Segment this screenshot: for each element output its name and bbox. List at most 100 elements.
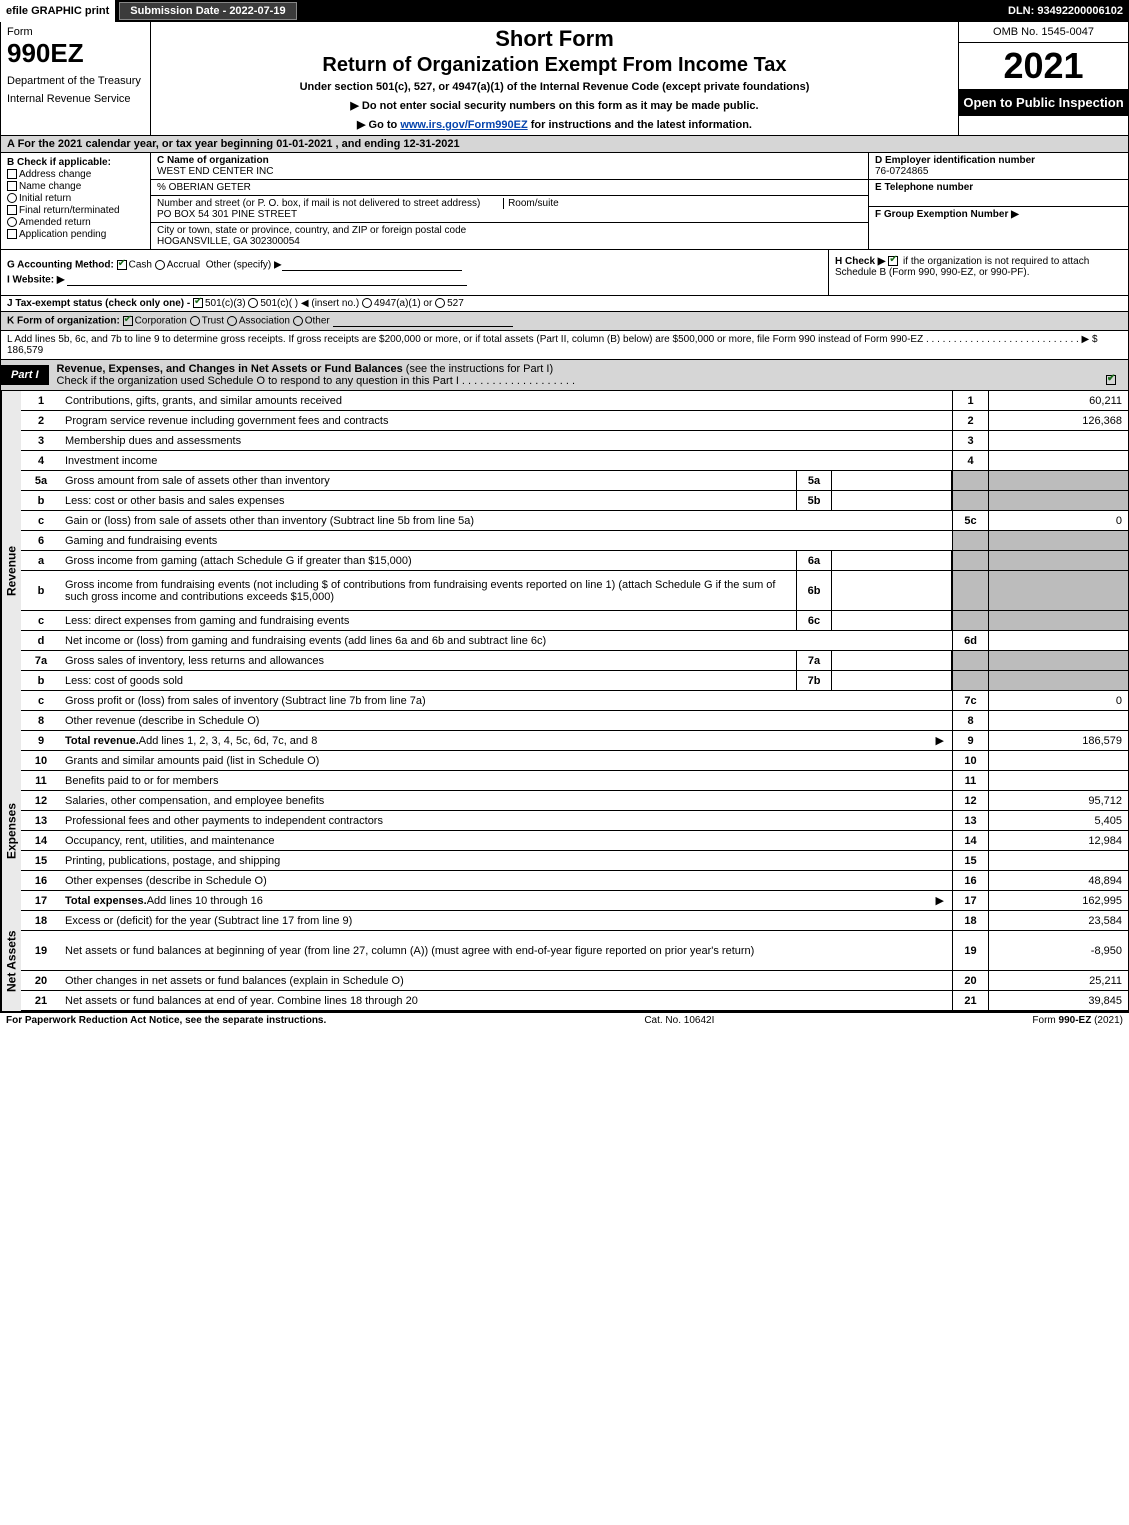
line-row: 15Printing, publications, postage, and s… bbox=[21, 851, 1128, 871]
cb-amended[interactable]: Amended return bbox=[7, 217, 144, 228]
line-amount: 60,211 bbox=[988, 391, 1128, 410]
line-ref: 2 bbox=[952, 411, 988, 430]
arrow-icon: ▶ bbox=[936, 734, 948, 747]
sub-ref: 7a bbox=[796, 651, 832, 670]
net-lines: 18Excess or (deficit) for the year (Subt… bbox=[21, 911, 1128, 1011]
footer-center: Cat. No. 10642I bbox=[644, 1015, 714, 1026]
cb-other-org[interactable] bbox=[293, 316, 303, 326]
line-ref bbox=[952, 571, 988, 610]
submission-date: Submission Date - 2022-07-19 bbox=[119, 2, 296, 20]
cb-527[interactable] bbox=[435, 298, 445, 308]
line-amount: -8,950 bbox=[988, 931, 1128, 970]
footer-right: Form 990-EZ (2021) bbox=[1032, 1015, 1123, 1026]
form-title: Return of Organization Exempt From Incom… bbox=[157, 54, 952, 77]
line-desc: Other expenses (describe in Schedule O) bbox=[61, 871, 952, 890]
line-ref: 21 bbox=[952, 991, 988, 1010]
cb-cash[interactable] bbox=[117, 260, 127, 270]
line-number: 5a bbox=[21, 471, 61, 490]
line-desc: Less: cost or other basis and sales expe… bbox=[61, 491, 796, 510]
line-ref: 14 bbox=[952, 831, 988, 850]
line-desc: Professional fees and other payments to … bbox=[61, 811, 952, 830]
line-desc: Other changes in net assets or fund bala… bbox=[61, 971, 952, 990]
line-number: c bbox=[21, 511, 61, 530]
line-number: 16 bbox=[21, 871, 61, 890]
org-name: WEST END CENTER INC bbox=[157, 166, 274, 177]
sub-value bbox=[832, 651, 952, 670]
cb-address-change[interactable]: Address change bbox=[7, 169, 144, 180]
line-desc: Salaries, other compensation, and employ… bbox=[61, 791, 952, 810]
d-row: D Employer identification number 76-0724… bbox=[869, 153, 1128, 180]
cb-4947[interactable] bbox=[362, 298, 372, 308]
b-label: B Check if applicable: bbox=[7, 157, 144, 168]
line-amount bbox=[988, 571, 1128, 610]
line-ref bbox=[952, 551, 988, 570]
line-amount bbox=[988, 671, 1128, 690]
line-row: 13Professional fees and other payments t… bbox=[21, 811, 1128, 831]
line-row: bLess: cost of goods sold7b bbox=[21, 671, 1128, 691]
line-row: 3Membership dues and assessments3 bbox=[21, 431, 1128, 451]
line-amount: 48,894 bbox=[988, 871, 1128, 890]
cb-initial-return[interactable]: Initial return bbox=[7, 193, 144, 204]
part-i-title: Revenue, Expenses, and Changes in Net As… bbox=[49, 360, 1128, 390]
sub-value bbox=[832, 571, 952, 610]
cb-application-pending[interactable]: Application pending bbox=[7, 229, 144, 240]
line-desc: Gross income from gaming (attach Schedul… bbox=[61, 551, 796, 570]
line-number: 15 bbox=[21, 851, 61, 870]
header-left: Form 990EZ Department of the Treasury In… bbox=[1, 22, 151, 135]
line-desc: Total expenses. Add lines 10 through 16 … bbox=[61, 891, 952, 910]
revenue-section: Revenue 1Contributions, gifts, grants, a… bbox=[0, 391, 1129, 751]
cb-501c[interactable] bbox=[248, 298, 258, 308]
room-label: Room/suite bbox=[503, 198, 559, 209]
sub-value bbox=[832, 471, 952, 490]
cb-accrual[interactable] bbox=[155, 260, 165, 270]
line-desc: Excess or (deficit) for the year (Subtra… bbox=[61, 911, 952, 930]
line-row: 10Grants and similar amounts paid (list … bbox=[21, 751, 1128, 771]
net-assets-section: Net Assets 18Excess or (deficit) for the… bbox=[0, 911, 1129, 1012]
cb-sched-b[interactable] bbox=[888, 256, 898, 266]
line-row: 21Net assets or fund balances at end of … bbox=[21, 991, 1128, 1011]
cb-association[interactable] bbox=[227, 316, 237, 326]
line-number: 8 bbox=[21, 711, 61, 730]
line-amount bbox=[988, 431, 1128, 450]
line-amount bbox=[988, 751, 1128, 770]
irs-link[interactable]: www.irs.gov/Form990EZ bbox=[400, 119, 527, 131]
line-number: b bbox=[21, 491, 61, 510]
form-word: Form bbox=[7, 26, 144, 38]
line-row: cGross profit or (loss) from sales of in… bbox=[21, 691, 1128, 711]
line-desc: Gross amount from sale of assets other t… bbox=[61, 471, 796, 490]
line-row: 14Occupancy, rent, utilities, and mainte… bbox=[21, 831, 1128, 851]
website-underline[interactable] bbox=[67, 274, 467, 286]
line-number: b bbox=[21, 571, 61, 610]
other-org-underline[interactable] bbox=[333, 315, 513, 327]
form-subtitle: Under section 501(c), 527, or 4947(a)(1)… bbox=[157, 81, 952, 93]
line-desc: Membership dues and assessments bbox=[61, 431, 952, 450]
goto-pre: ▶ Go to bbox=[357, 119, 400, 131]
line-row: aGross income from gaming (attach Schedu… bbox=[21, 551, 1128, 571]
line-desc: Grants and similar amounts paid (list in… bbox=[61, 751, 952, 770]
e-label: E Telephone number bbox=[875, 182, 973, 193]
cb-corporation[interactable] bbox=[123, 316, 133, 326]
part-i-header: Part I Revenue, Expenses, and Changes in… bbox=[0, 360, 1129, 391]
other-underline[interactable] bbox=[282, 259, 462, 271]
footer-left: For Paperwork Reduction Act Notice, see … bbox=[6, 1015, 326, 1026]
cb-final-return[interactable]: Final return/terminated bbox=[7, 205, 144, 216]
cb-schedule-o[interactable] bbox=[1106, 375, 1116, 385]
line-ref bbox=[952, 671, 988, 690]
line-amount: 95,712 bbox=[988, 791, 1128, 810]
c-name-row: C Name of organization WEST END CENTER I… bbox=[151, 153, 868, 180]
cb-name-change[interactable]: Name change bbox=[7, 181, 144, 192]
page-footer: For Paperwork Reduction Act Notice, see … bbox=[0, 1012, 1129, 1028]
cb-501c3[interactable] bbox=[193, 298, 203, 308]
arrow-icon: ▶ bbox=[936, 894, 948, 907]
addr-value: PO BOX 54 301 PINE STREET bbox=[157, 209, 297, 220]
line-amount bbox=[988, 711, 1128, 730]
efile-label[interactable]: efile GRAPHIC print bbox=[0, 0, 115, 22]
cb-trust[interactable] bbox=[190, 316, 200, 326]
line-amount bbox=[988, 631, 1128, 650]
header-right: OMB No. 1545-0047 2021 Open to Public In… bbox=[958, 22, 1128, 135]
city-row: City or town, state or province, country… bbox=[151, 223, 868, 249]
line-ref: 4 bbox=[952, 451, 988, 470]
sub-ref: 5b bbox=[796, 491, 832, 510]
line-desc: Investment income bbox=[61, 451, 952, 470]
l-amount: 186,579 bbox=[7, 345, 43, 356]
